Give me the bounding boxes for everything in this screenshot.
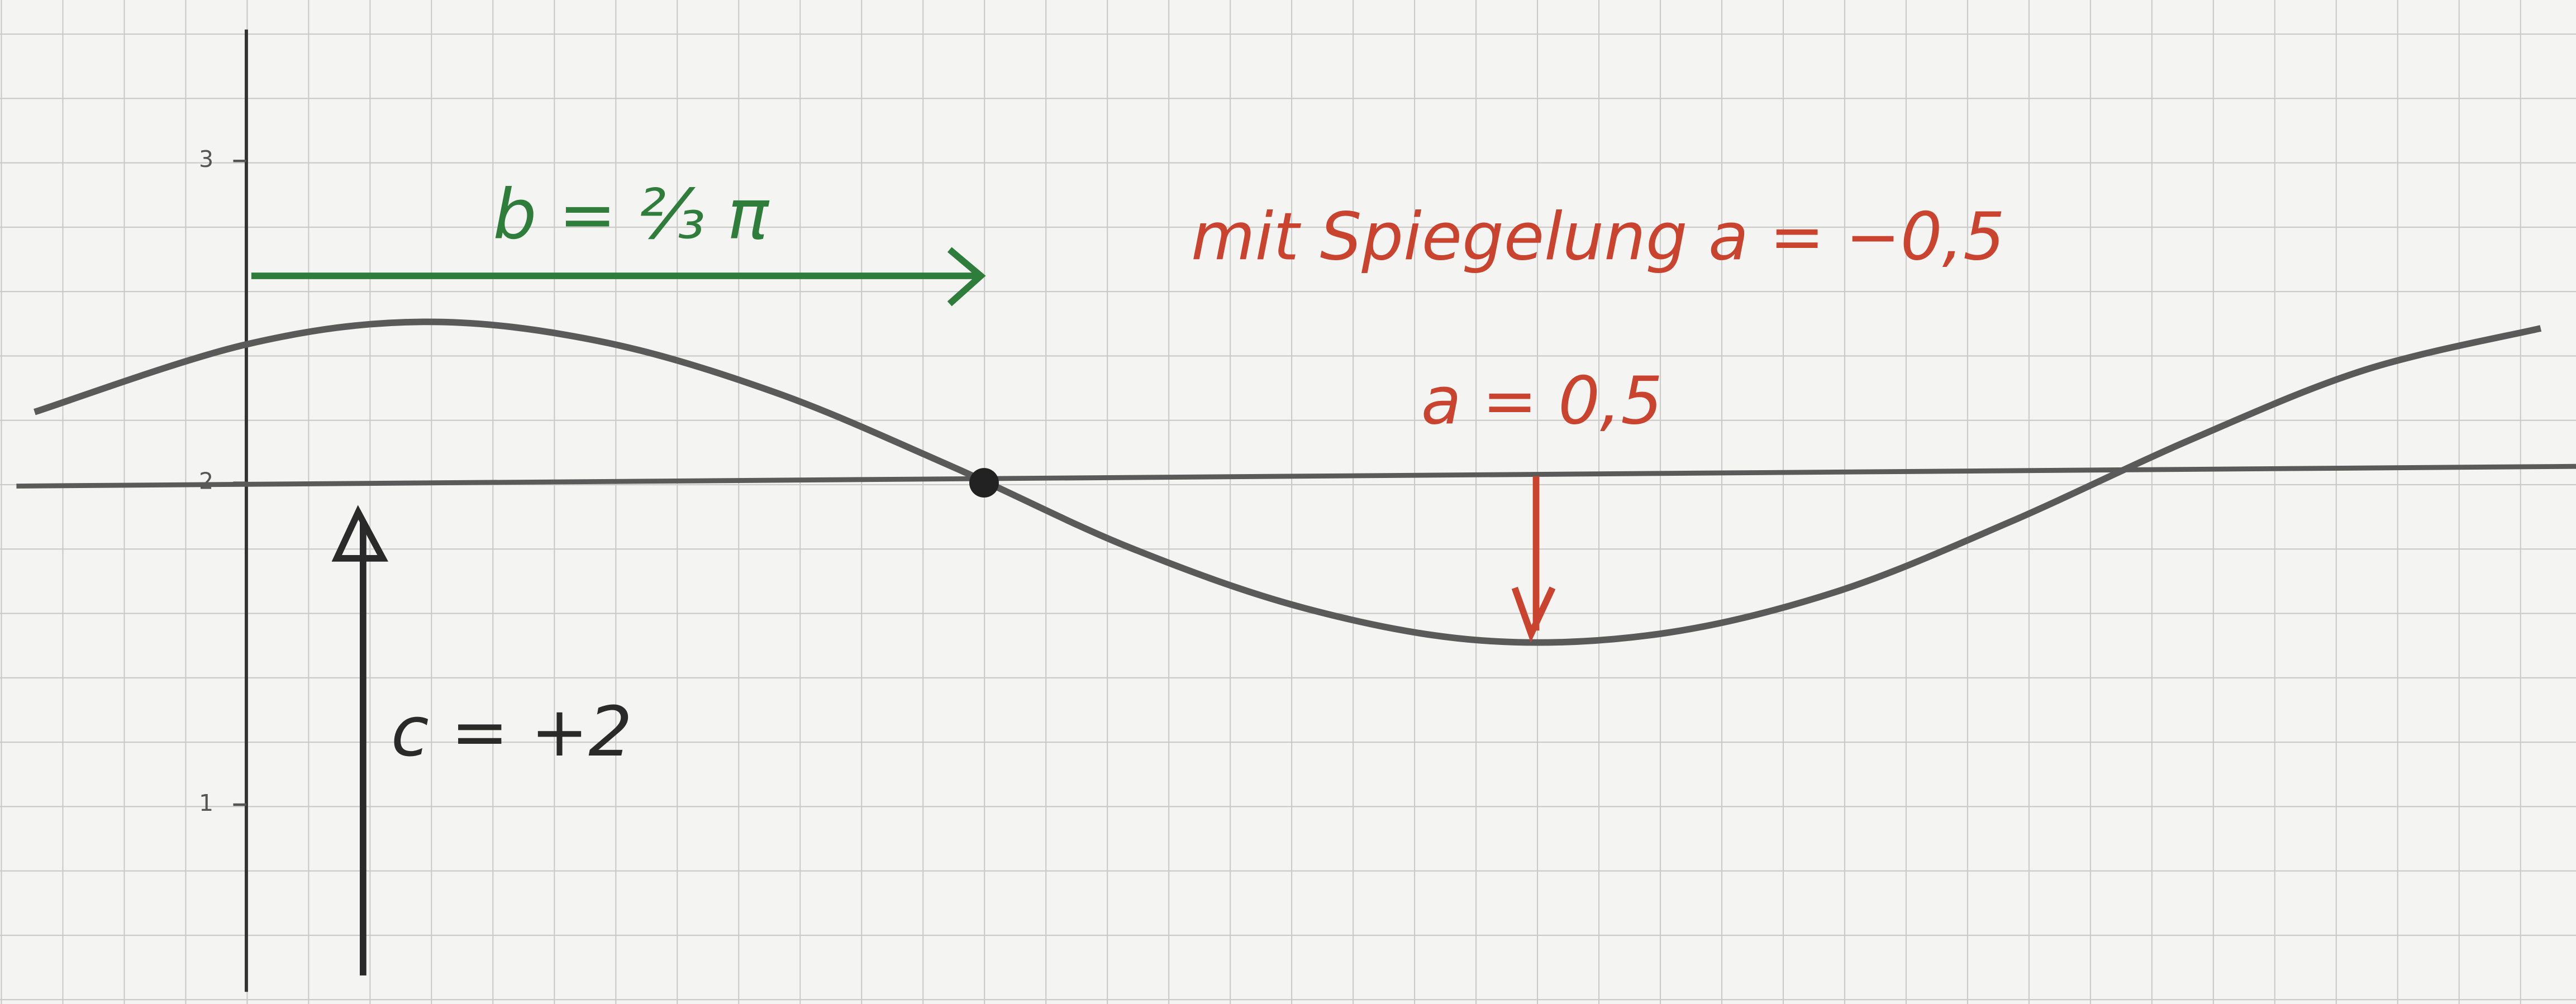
annotation: a = 0,5 [1421,363,1663,439]
arrow-c [331,505,389,976]
arrow-b [251,247,986,307]
y-tick-label: 2 [199,468,213,495]
annotation: mit Spiegelung a = −0,5 [1191,199,2005,275]
midline [16,463,2576,489]
annotation: c = +2 [391,692,632,772]
y-tick-label: 1 [199,790,213,816]
annotation: b = ⅔ π [493,174,769,255]
arrow-a [1511,476,1556,643]
marked-point [969,468,999,498]
y-tick-label: 3 [199,146,213,173]
curve [34,318,2542,646]
